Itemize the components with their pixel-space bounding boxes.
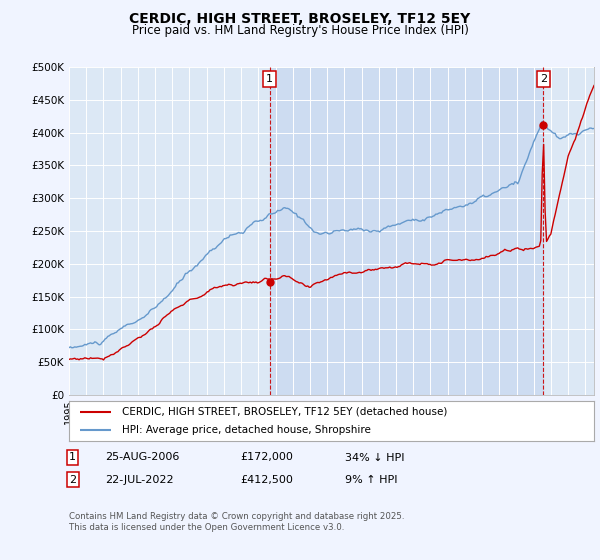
Text: £412,500: £412,500 [240, 475, 293, 485]
Text: 34% ↓ HPI: 34% ↓ HPI [345, 452, 404, 463]
Text: 25-AUG-2006: 25-AUG-2006 [105, 452, 179, 463]
Bar [269, 67, 543, 395]
Text: CERDIC, HIGH STREET, BROSELEY, TF12 5EY (detached house): CERDIC, HIGH STREET, BROSELEY, TF12 5EY … [121, 407, 447, 417]
Text: 22-JUL-2022: 22-JUL-2022 [105, 475, 173, 485]
Text: HPI: Average price, detached house, Shropshire: HPI: Average price, detached house, Shro… [121, 426, 370, 435]
Text: Contains HM Land Registry data © Crown copyright and database right 2025.
This d: Contains HM Land Registry data © Crown c… [69, 512, 404, 532]
Text: 9% ↑ HPI: 9% ↑ HPI [345, 475, 398, 485]
Text: 2: 2 [69, 475, 76, 485]
Text: 1: 1 [266, 74, 273, 84]
Text: CERDIC, HIGH STREET, BROSELEY, TF12 5EY: CERDIC, HIGH STREET, BROSELEY, TF12 5EY [130, 12, 470, 26]
Text: 2: 2 [539, 74, 547, 84]
Text: 1: 1 [69, 452, 76, 463]
Text: £172,000: £172,000 [240, 452, 293, 463]
Text: Price paid vs. HM Land Registry's House Price Index (HPI): Price paid vs. HM Land Registry's House … [131, 24, 469, 36]
